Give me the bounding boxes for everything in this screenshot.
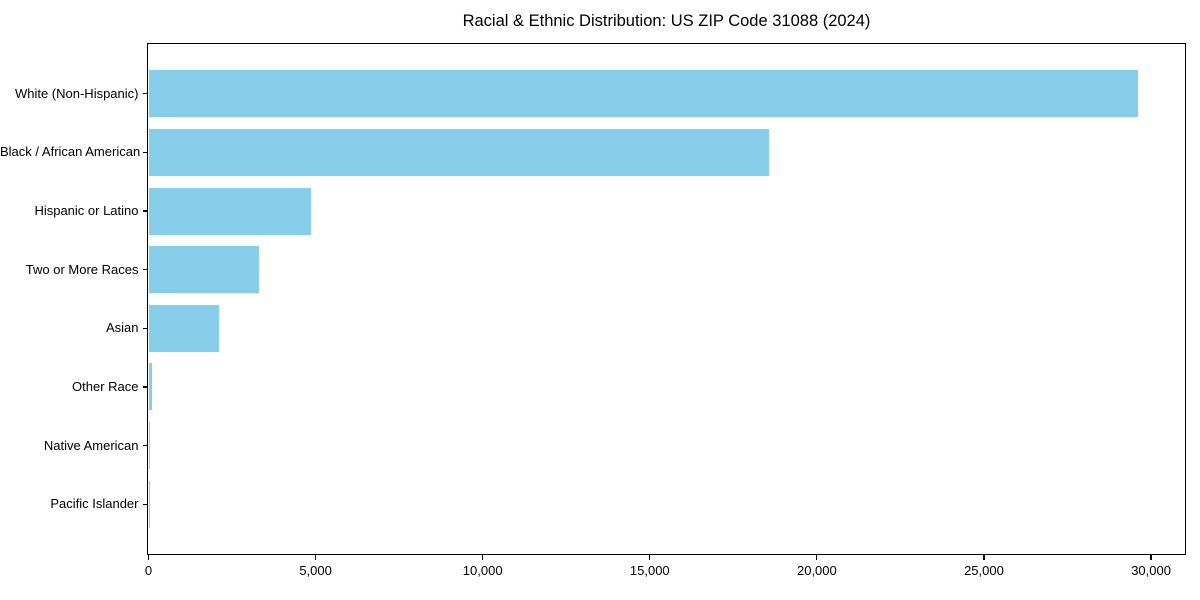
y-tick-mark xyxy=(142,444,147,447)
x-tick-label: 5,000 xyxy=(299,562,332,578)
bar-6 xyxy=(148,422,150,469)
y-tick-mark xyxy=(142,93,147,95)
bar-5 xyxy=(148,363,153,411)
chart-title: Racial & Ethnic Distribution: US ZIP Cod… xyxy=(462,12,871,30)
y-tick-mark xyxy=(142,269,147,271)
y-tick-label: Black / African American xyxy=(0,144,141,160)
bar-0 xyxy=(148,70,1138,118)
y-tick-label: Other Race xyxy=(72,378,139,394)
bar-1 xyxy=(148,128,769,176)
bar-7 xyxy=(148,480,149,528)
bar-2 xyxy=(148,187,312,235)
y-tick-label: Two or More Races xyxy=(25,261,139,277)
x-tick-mark xyxy=(816,555,818,560)
y-tick-mark xyxy=(142,327,147,329)
x-tick-mark xyxy=(983,555,985,560)
y-tick-mark xyxy=(142,151,147,154)
y-tick-label: Asian xyxy=(105,320,139,336)
x-tick-mark xyxy=(482,555,484,560)
x-tick-label: 25,000 xyxy=(964,562,1004,578)
y-tick-label: Hispanic or Latino xyxy=(34,203,139,219)
x-tick-label: 30,000 xyxy=(1131,562,1171,578)
plot-area xyxy=(147,43,1186,555)
bar-4 xyxy=(148,304,219,352)
x-tick-mark xyxy=(649,555,651,560)
x-tick-label: 0 xyxy=(144,562,153,578)
x-tick-mark xyxy=(147,555,150,560)
x-tick-mark xyxy=(1150,555,1152,560)
x-tick-label: 10,000 xyxy=(462,562,503,578)
y-tick-mark xyxy=(142,503,147,505)
x-tick-label: 15,000 xyxy=(629,562,670,578)
y-tick-label: Pacific Islander xyxy=(50,496,139,512)
x-tick-label: 20,000 xyxy=(796,562,837,578)
y-tick-mark xyxy=(142,386,147,388)
y-tick-mark xyxy=(142,210,147,212)
y-tick-label: Native American xyxy=(43,437,139,453)
y-tick-label: White (Non-Hispanic) xyxy=(14,85,139,101)
x-tick-mark xyxy=(314,555,317,560)
bar-3 xyxy=(148,246,259,294)
